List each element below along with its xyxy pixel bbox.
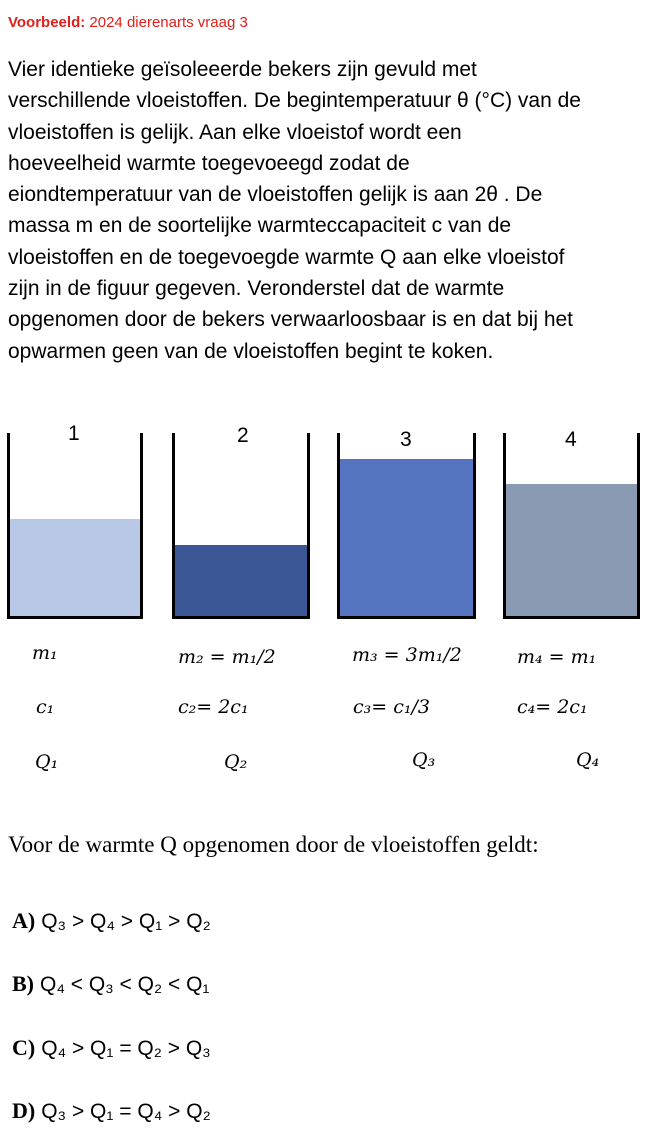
intro-line: zijn in de figuur gegeven. Veronderstel … [8,277,505,301]
answer-option-a[interactable]: A) Q₃ > Q₄ > Q₁ > Q₂ [12,908,211,934]
option-text: Q₃ > Q₄ > Q₁ > Q₂ [41,910,211,933]
question-text: Voor de warmte Q opgenomen door de vloei… [8,832,539,857]
beaker-liquid [10,519,140,616]
intro-line: vloeistoffen is gelijk. Aan elke vloeist… [8,120,462,144]
beaker-wall [503,433,506,619]
beaker-wall [7,433,10,619]
header-label: Voorbeeld: [8,14,86,31]
beaker-number: 3 [400,428,412,451]
beaker-base [337,616,476,619]
heat-label: Q₄ [576,749,600,771]
header-title: 2024 dierenarts vraag 3 [89,14,248,31]
heat-capacity-label: c₄= 2c₁ [517,696,588,718]
beaker-2 [172,433,310,619]
beaker-base [503,616,640,619]
beaker-liquid [175,545,307,616]
beaker-4 [503,433,640,619]
intro-line: verschillende vloeistoffen. De begintemp… [8,89,581,113]
heat-label: Q₂ [224,751,248,773]
beaker-wall [337,433,340,619]
mass-label: m₃ = 3m₁/2 [352,644,462,666]
option-text: Q₃ > Q₁ = Q₄ > Q₂ [41,1100,211,1123]
beaker-wall [140,433,143,619]
intro-line: massa m en de soortelijke warmteccapacit… [8,214,512,238]
beaker-wall [172,433,175,619]
beaker-3 [337,433,476,619]
option-text: Q₄ > Q₁ = Q₂ > Q₃ [41,1037,211,1060]
beaker-wall [637,433,640,619]
beaker-liquid [506,484,637,616]
option-letter: A) [12,908,36,933]
heat-label: Q₁ [35,751,59,773]
intro-paragraph: Vier identieke geïsoleeerde bekers zijn … [8,54,660,367]
intro-line: hoeveelheid warmte toegevoeegd zodat de [8,151,410,175]
heat-capacity-label: c₁ [36,696,55,718]
option-text: Q₄ < Q₃ < Q₂ < Q₁ [40,973,210,996]
mass-label: m₄ = m₁ [517,646,597,668]
mass-label: m₂ = m₁/2 [178,646,276,668]
mass-label: m₁ [32,642,58,664]
option-letter: C) [12,1035,36,1060]
example-header: Voorbeeld: 2024 dierenarts vraag 3 [8,14,248,31]
answer-option-c[interactable]: C) Q₄ > Q₁ = Q₂ > Q₃ [12,1035,211,1061]
beaker-number: 2 [237,424,249,447]
beaker-wall [307,433,310,619]
beaker-1 [7,433,143,619]
intro-line: eiondtemperatuur van de vloeistoffen gel… [8,183,543,207]
beaker-wall [473,433,476,619]
intro-line: opgenomen door de bekers verwaarloosbaar… [8,308,574,332]
beaker-base [7,616,143,619]
beaker-number: 1 [68,422,80,445]
intro-line: Vier identieke geïsoleeerde bekers zijn … [8,58,477,81]
intro-line: vloeistoffen en de toegevoegde warmte Q … [8,245,565,269]
beaker-number: 4 [565,428,577,451]
beaker-liquid [340,459,473,616]
heat-capacity-label: c₂= 2c₁ [178,696,249,718]
answer-option-b[interactable]: B) Q₄ < Q₃ < Q₂ < Q₁ [12,971,210,997]
heat-label: Q₃ [412,749,436,771]
intro-line: opwarmen geen van de vloeistoffen begint… [8,339,494,363]
option-letter: B) [12,971,34,996]
option-letter: D) [12,1098,36,1123]
heat-capacity-label: c₃= c₁/3 [353,696,430,718]
answer-option-d[interactable]: D) Q₃ > Q₁ = Q₄ > Q₂ [12,1098,211,1124]
beaker-base [172,616,310,619]
